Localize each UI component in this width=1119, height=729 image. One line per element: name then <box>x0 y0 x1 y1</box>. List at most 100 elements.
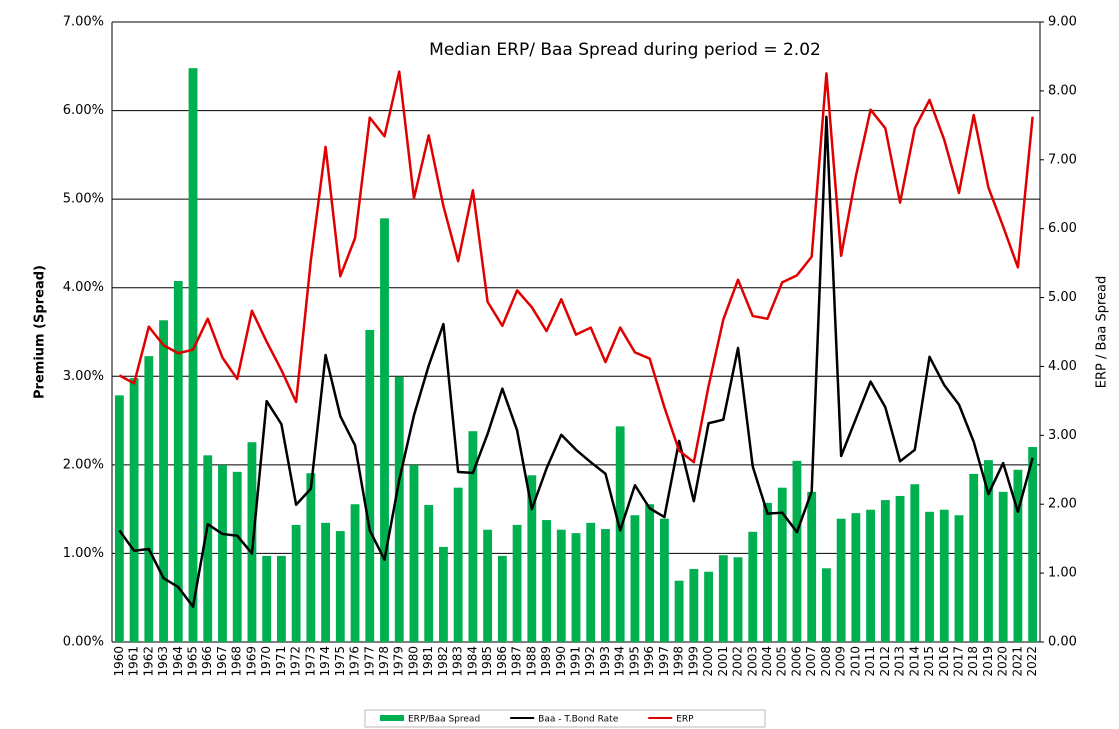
bar <box>998 491 1008 642</box>
x-tick-label: 1987 <box>510 646 524 677</box>
bar <box>910 484 920 642</box>
legend-label: Baa - T.Bond Rate <box>538 715 619 725</box>
x-tick-label: 1980 <box>406 646 420 677</box>
y2-tick-label: 6.00 <box>1048 221 1077 236</box>
bar <box>792 460 802 642</box>
y2-tick-label: 0.00 <box>1048 635 1077 650</box>
y-tick-label: 7.00% <box>63 15 104 30</box>
bar <box>321 522 331 642</box>
y2-tick-label: 1.00 <box>1048 566 1077 581</box>
y2-axis-label: ERP / Baa Spread <box>1095 276 1110 389</box>
bar <box>424 504 434 642</box>
x-tick-label: 2013 <box>893 646 907 677</box>
x-tick-label: 1998 <box>672 646 686 677</box>
x-tick-label: 2021 <box>1010 646 1024 677</box>
x-tick-label: 2004 <box>760 646 774 677</box>
bar <box>527 475 537 642</box>
bar <box>880 500 890 642</box>
bar <box>350 504 360 642</box>
bar <box>1013 469 1023 642</box>
bar <box>114 395 124 642</box>
bar <box>468 431 478 642</box>
x-tick-label: 1979 <box>392 646 406 677</box>
bar <box>733 557 743 642</box>
x-tick-label: 2006 <box>789 646 803 677</box>
y-tick-label: 3.00% <box>63 369 104 384</box>
x-tick-label: 2011 <box>863 646 877 677</box>
line <box>118 115 1034 608</box>
x-tick-label: 1982 <box>436 646 450 677</box>
annotation: Median ERP/ Baa Spread during period = 2… <box>429 40 821 60</box>
x-tick-label: 1992 <box>583 646 597 677</box>
bar <box>188 68 198 642</box>
x-tick-label: 1966 <box>200 646 214 677</box>
bar <box>984 460 993 642</box>
x-tick-label: 1974 <box>318 646 332 677</box>
legend-box <box>364 709 766 728</box>
x-tick-label: 1967 <box>215 646 229 677</box>
x-tick-label: 2017 <box>951 646 965 677</box>
x-tick-label: 1961 <box>127 646 141 677</box>
bar <box>851 513 861 642</box>
bar <box>601 529 610 642</box>
bar <box>807 491 817 642</box>
x-tick-label: 1983 <box>451 646 465 677</box>
bar <box>689 568 699 642</box>
bar <box>453 487 463 642</box>
bar <box>306 473 316 642</box>
x-tick-label: 1991 <box>569 646 583 677</box>
y-tick-label: 2.00% <box>63 457 104 472</box>
x-tick-label: 2012 <box>878 646 892 677</box>
x-tick-label: 2003 <box>745 646 759 677</box>
x-tick-label: 2010 <box>848 646 862 677</box>
x-tick-label: 1996 <box>642 646 656 677</box>
bar <box>836 518 846 642</box>
x-tick-label: 2007 <box>804 646 818 677</box>
bar <box>777 487 787 642</box>
y2-tick-label: 5.00 <box>1048 290 1077 305</box>
x-tick-label: 1994 <box>613 646 627 677</box>
x-tick-label: 1999 <box>686 646 700 677</box>
x-tick-label: 1960 <box>112 646 126 677</box>
bar <box>615 426 625 642</box>
x-tick-label: 1984 <box>465 646 479 677</box>
x-tick-label: 1975 <box>333 646 347 677</box>
x-tick-label: 2015 <box>922 646 936 677</box>
bar <box>925 511 934 642</box>
x-tick-label: 1978 <box>377 646 391 677</box>
x-tick-label: 2019 <box>981 646 995 677</box>
bar <box>512 524 522 642</box>
x-tick-label: 1976 <box>348 646 362 677</box>
bar <box>173 281 183 642</box>
x-tick-label: 1989 <box>539 646 553 677</box>
bar <box>659 518 669 642</box>
bar <box>365 329 375 642</box>
bar <box>483 529 493 642</box>
bar <box>645 504 655 642</box>
bar <box>439 546 448 642</box>
x-tick-label: 1973 <box>303 646 317 677</box>
bar <box>276 555 286 642</box>
y2-tick-label: 7.00 <box>1048 152 1077 167</box>
x-tick-label: 2009 <box>834 646 848 677</box>
y2-tick-label: 9.00 <box>1048 15 1077 30</box>
bar <box>571 533 581 642</box>
bar <box>939 509 949 642</box>
bar <box>218 464 227 642</box>
bar <box>866 509 876 642</box>
bar <box>674 580 684 642</box>
bar <box>262 555 272 642</box>
x-tick-label: 1986 <box>495 646 509 677</box>
x-tick-label: 2000 <box>701 646 715 677</box>
x-tick-label: 2022 <box>1025 646 1039 677</box>
x-tick-label: 2016 <box>937 646 951 677</box>
bar <box>144 356 154 642</box>
bar <box>291 524 301 642</box>
y-tick-label: 5.00% <box>63 192 104 207</box>
y-tick-label: 6.00% <box>63 103 104 118</box>
y-axis-label: Premium (Spread) <box>33 265 48 399</box>
x-tick-label: 1962 <box>141 646 155 677</box>
x-tick-label: 1965 <box>186 646 200 677</box>
x-tick-label: 2018 <box>966 646 980 677</box>
